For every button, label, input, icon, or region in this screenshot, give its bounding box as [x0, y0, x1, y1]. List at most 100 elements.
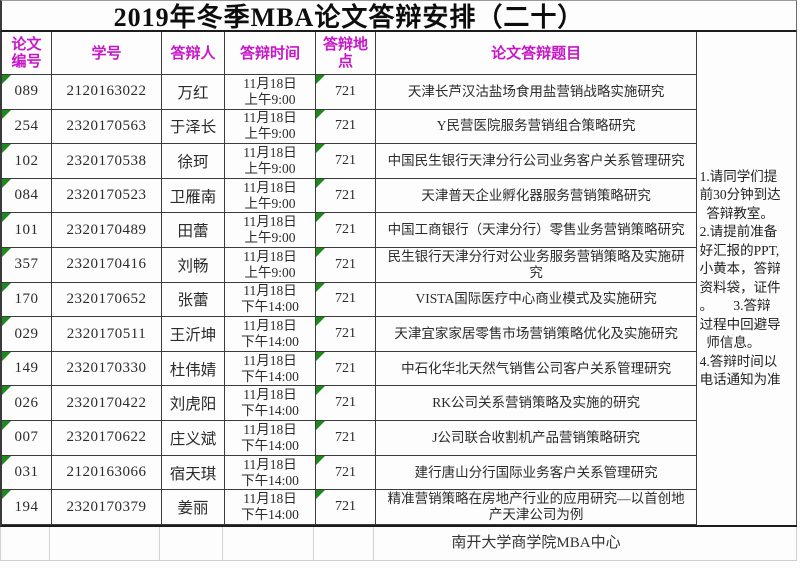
cell-student-no: 2320170379 [52, 490, 162, 525]
defender-name: 庄义斌 [169, 430, 217, 448]
room-number: 721 [335, 118, 356, 134]
cell-thesis-title: 天津普天企业孵化器服务营销策略研究 [376, 178, 698, 214]
defender-name: 刘畅 [177, 257, 209, 275]
footer-band: 南开大学商学院MBA中心 [0, 527, 797, 568]
cell-paper-no: 102 [2, 144, 52, 179]
table-body: 089 2120163022 万红 11月18日 上午9:00 721 天津长芦… [2, 75, 698, 525]
table-row: 149 2320170330 杜伟婧 11月18日 下午14:00 721 中石… [2, 351, 698, 387]
excel-error-triangle-icon [316, 317, 325, 327]
cell-defense-room: 721 [316, 317, 376, 352]
cell-defense-room: 721 [316, 282, 376, 318]
table-row: 101 2320170489 田蕾 11月18日 上午9:00 721 中国工商… [2, 213, 698, 249]
excel-error-triangle-icon [2, 248, 11, 258]
defense-date: 11月18日 [243, 248, 297, 264]
cell-defense-time: 11月18日 下午14:00 [225, 490, 316, 525]
cell-defender: 杜伟婧 [162, 351, 225, 387]
paper-no-value: 084 [14, 187, 39, 204]
table-row: 084 2320170523 卫雁南 11月18日 上午9:00 721 天津普… [2, 178, 698, 214]
defense-date: 11月18日 [243, 456, 297, 472]
excel-error-triangle-icon [316, 248, 325, 258]
content-band: 论文编号 学号 答辩人 答辩时间 答辩地点 论文答辩题目 089 2120163… [0, 32, 797, 527]
cell-defense-time: 11月18日 下午14:00 [225, 282, 316, 318]
thesis-title-text: 精准营销策略在房地产行业的应用研究—以首创地产天津公司为例 [387, 491, 685, 523]
paper-no-value: 357 [14, 256, 39, 273]
student-no-value: 2320170379 [66, 498, 147, 515]
excel-error-triangle-icon [316, 490, 325, 500]
cell-defense-time: 11月18日 下午14:00 [225, 421, 316, 456]
student-no-value: 2320170523 [66, 187, 147, 204]
cell-thesis-title: 中国工商银行（天津分行）零售业务营销策略研究 [376, 213, 698, 249]
cell-paper-no: 084 [2, 178, 52, 214]
cell-defense-time: 11月18日 上午9:00 [225, 178, 316, 214]
defender-name: 徐珂 [177, 154, 209, 172]
defender-name: 王沂坤 [169, 327, 217, 345]
cell-thesis-title: Y民营医院服务营销组合策略研究 [376, 109, 698, 145]
footer-gridcell [0, 527, 50, 560]
defense-hour: 下午14:00 [241, 403, 299, 419]
table-row: 031 2120163066 宿天琪 11月18日 下午14:00 721 建行… [2, 455, 698, 491]
cell-student-no: 2120163066 [52, 455, 162, 491]
cell-student-no: 2320170563 [52, 109, 162, 145]
defense-date: 11月18日 [243, 214, 297, 230]
paper-no-value: 149 [14, 360, 39, 377]
student-no-value: 2320170511 [66, 325, 147, 342]
excel-error-triangle-icon [2, 351, 11, 361]
thesis-title-text: 天津长芦汉沽盐场食用盐营销战略实施研究 [407, 83, 665, 99]
defender-name: 万红 [177, 84, 209, 102]
student-no-value: 2320170563 [66, 117, 147, 134]
cell-thesis-title: J公司联合收割机产品营销策略研究 [376, 421, 698, 456]
cell-paper-no: 101 [2, 213, 52, 249]
cell-defense-room: 721 [316, 178, 376, 214]
table-row: 089 2120163022 万红 11月18日 上午9:00 721 天津长芦… [2, 75, 698, 110]
table-row: 102 2320170538 徐珂 11月18日 上午9:00 721 中国民生… [2, 144, 698, 179]
paper-no-value: 089 [14, 83, 39, 100]
excel-error-triangle-icon [316, 75, 325, 84]
defense-date: 11月18日 [243, 421, 297, 437]
cell-defense-time: 11月18日 上午9:00 [225, 213, 316, 249]
excel-error-triangle-icon [316, 109, 325, 119]
paper-no-value: 029 [14, 325, 39, 342]
thesis-title-text: VISTA国际医疗中心商业模式及实施研究 [415, 291, 657, 307]
defense-hour: 上午9:00 [244, 230, 296, 246]
defense-hour: 上午9:00 [244, 195, 296, 211]
student-no-value: 2320170330 [66, 360, 147, 377]
header-cell-time: 答辩时间 [225, 32, 316, 75]
defense-date: 11月18日 [243, 352, 297, 368]
cell-thesis-title: 建行唐山分行国际业务客户关系管理研究 [376, 455, 698, 491]
cell-defender: 庄义斌 [162, 421, 225, 456]
cell-student-no: 2320170511 [52, 317, 162, 352]
defense-hour: 下午14:00 [241, 299, 299, 315]
excel-error-triangle-icon [2, 213, 11, 223]
excel-error-triangle-icon [2, 109, 11, 119]
cell-defender: 田蕾 [162, 213, 225, 249]
cell-defender: 万红 [162, 75, 225, 110]
defense-date: 11月18日 [243, 75, 297, 91]
excel-error-triangle-icon [2, 317, 11, 327]
cell-defense-room: 721 [316, 455, 376, 491]
room-number: 721 [335, 464, 356, 480]
cell-paper-no: 007 [2, 421, 52, 456]
cell-defense-room: 721 [316, 421, 376, 456]
student-no-value: 2320170489 [66, 221, 147, 238]
room-number: 721 [335, 256, 356, 272]
cell-student-no: 2320170489 [52, 213, 162, 249]
defender-name: 刘虎阳 [169, 396, 217, 414]
table-row: 194 2320170379 姜丽 11月18日 下午14:00 721 精准营… [2, 490, 698, 525]
cell-student-no: 2320170523 [52, 178, 162, 214]
cell-thesis-title: 民生银行天津分行对公业务服务营销策略及实施研究 [376, 248, 698, 283]
cell-defense-time: 11月18日 下午14:00 [225, 386, 316, 422]
footer-gridlines [0, 527, 797, 560]
thesis-title-text: 民生银行天津分行对公业务服务营销策略及实施研究 [387, 248, 685, 280]
paper-no-value: 007 [14, 429, 39, 446]
excel-error-triangle-icon [2, 144, 11, 154]
student-no-value: 2120163022 [66, 83, 147, 100]
defense-hour: 下午14:00 [241, 334, 299, 350]
defender-name: 于泽长 [169, 119, 217, 137]
defense-date: 11月18日 [243, 145, 297, 161]
room-number: 721 [335, 83, 356, 99]
document-title: 2019年冬季MBA论文答辩安排（二十） [113, 3, 585, 32]
student-no-value: 2320170652 [66, 290, 147, 307]
cell-paper-no: 194 [2, 490, 52, 525]
paper-no-value: 031 [14, 464, 39, 480]
cell-student-no: 2120163022 [52, 75, 162, 110]
